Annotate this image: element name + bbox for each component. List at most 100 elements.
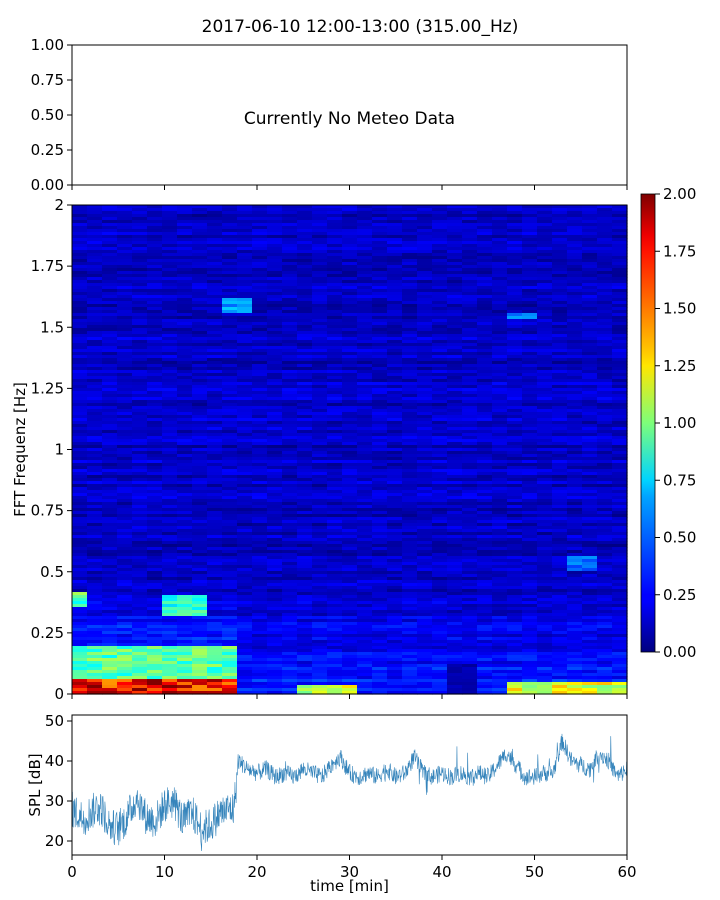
heatmap-cell <box>192 529 208 533</box>
heatmap-cell <box>297 397 313 401</box>
heatmap-cell <box>102 319 118 323</box>
heatmap-cell <box>417 508 433 512</box>
heatmap-cell <box>432 514 448 518</box>
heatmap-cell <box>177 490 193 494</box>
heatmap-cell <box>597 553 613 557</box>
heatmap-cell <box>132 511 148 515</box>
heatmap-cell <box>567 259 583 263</box>
heatmap-cell <box>72 457 88 461</box>
heatmap-cell <box>102 478 118 482</box>
heatmap-cell <box>327 418 343 422</box>
heatmap-cell <box>117 316 133 320</box>
heatmap-cell <box>207 223 223 227</box>
heatmap-cell <box>582 463 598 467</box>
heatmap-cell <box>372 373 388 377</box>
heatmap-cell <box>417 529 433 533</box>
heatmap-cell <box>72 358 88 362</box>
heatmap-cell <box>477 211 493 215</box>
heatmap-cell <box>597 307 613 311</box>
heatmap-cell <box>87 250 103 254</box>
heatmap-cell <box>447 316 463 320</box>
heatmap-cell <box>402 268 418 272</box>
heatmap-cell <box>522 298 538 302</box>
heatmap-cell <box>177 415 193 419</box>
meteo-panel: Currently No Meteo Data 1.000.750.500.25… <box>31 36 628 194</box>
heatmap-cell <box>387 547 403 551</box>
heatmap-cell <box>312 571 328 575</box>
heatmap-cell <box>192 499 208 503</box>
heatmap-cell <box>117 469 133 473</box>
heatmap-cell <box>192 385 208 389</box>
heatmap-cell <box>492 256 508 260</box>
heatmap-cell <box>237 304 253 308</box>
heatmap-cell <box>72 568 88 572</box>
heatmap-cell <box>327 229 343 233</box>
heatmap-cell <box>72 442 88 446</box>
heatmap-cell <box>297 607 313 611</box>
heatmap-cell <box>357 331 373 335</box>
heatmap-cell <box>117 265 133 269</box>
heatmap-cell <box>447 598 463 602</box>
heatmap-cell <box>507 220 523 224</box>
heatmap-cell <box>507 361 523 365</box>
heatmap-cell <box>192 274 208 278</box>
heatmap-cell <box>117 277 133 281</box>
heatmap-cell <box>87 367 103 371</box>
heatmap-cell <box>582 217 598 221</box>
heatmap-cell <box>267 241 283 245</box>
heatmap-cell <box>537 490 553 494</box>
heatmap-cell <box>402 490 418 494</box>
heatmap-cell <box>447 325 463 329</box>
heatmap-cell <box>207 550 223 554</box>
heatmap-cell <box>177 526 193 530</box>
heatmap-cell <box>297 463 313 467</box>
heatmap-cell <box>192 409 208 413</box>
heatmap-cell <box>552 475 568 479</box>
heatmap-cell <box>507 568 523 572</box>
heatmap-cell <box>177 352 193 356</box>
heatmap-cell <box>237 397 253 401</box>
heatmap-cell <box>102 475 118 479</box>
heatmap-cell <box>612 592 628 596</box>
heatmap-cell <box>387 229 403 233</box>
heatmap-cell <box>372 523 388 527</box>
heatmap-cell <box>537 286 553 290</box>
heatmap-cell <box>597 376 613 380</box>
heatmap-cell <box>117 490 133 494</box>
heatmap-cell <box>297 382 313 386</box>
heatmap-cell <box>462 274 478 278</box>
heatmap-cell <box>447 457 463 461</box>
heatmap-cell <box>312 349 328 353</box>
heatmap-cell <box>312 205 328 209</box>
heatmap-cell <box>402 250 418 254</box>
heatmap-cell <box>312 352 328 356</box>
heatmap-cell <box>177 550 193 554</box>
heatmap-cell <box>252 295 268 299</box>
heatmap-cell <box>507 550 523 554</box>
heatmap-cell <box>237 364 253 368</box>
heatmap-cell <box>207 496 223 500</box>
heatmap-cell <box>507 529 523 533</box>
heatmap-cell <box>372 385 388 389</box>
heatmap-cell <box>492 499 508 503</box>
heatmap-cell <box>372 595 388 599</box>
heatmap-cell <box>282 376 298 380</box>
heatmap-cell <box>597 526 613 530</box>
heatmap-cell <box>372 214 388 218</box>
heatmap-cell <box>357 460 373 464</box>
heatmap-cell <box>492 334 508 338</box>
heatmap-cell <box>102 286 118 290</box>
heatmap-cell <box>327 391 343 395</box>
heatmap-cell <box>102 325 118 329</box>
heatmap-cell <box>342 415 358 419</box>
heatmap-cell <box>477 358 493 362</box>
heatmap-cell <box>582 373 598 377</box>
heatmap-cell <box>462 388 478 392</box>
heatmap-cell <box>477 313 493 317</box>
heatmap-cell <box>357 487 373 491</box>
heatmap-cell <box>492 481 508 485</box>
heatmap-cell <box>267 409 283 413</box>
heatmap-cell <box>342 325 358 329</box>
heatmap-cell <box>72 589 88 593</box>
heatmap-cell <box>342 331 358 335</box>
